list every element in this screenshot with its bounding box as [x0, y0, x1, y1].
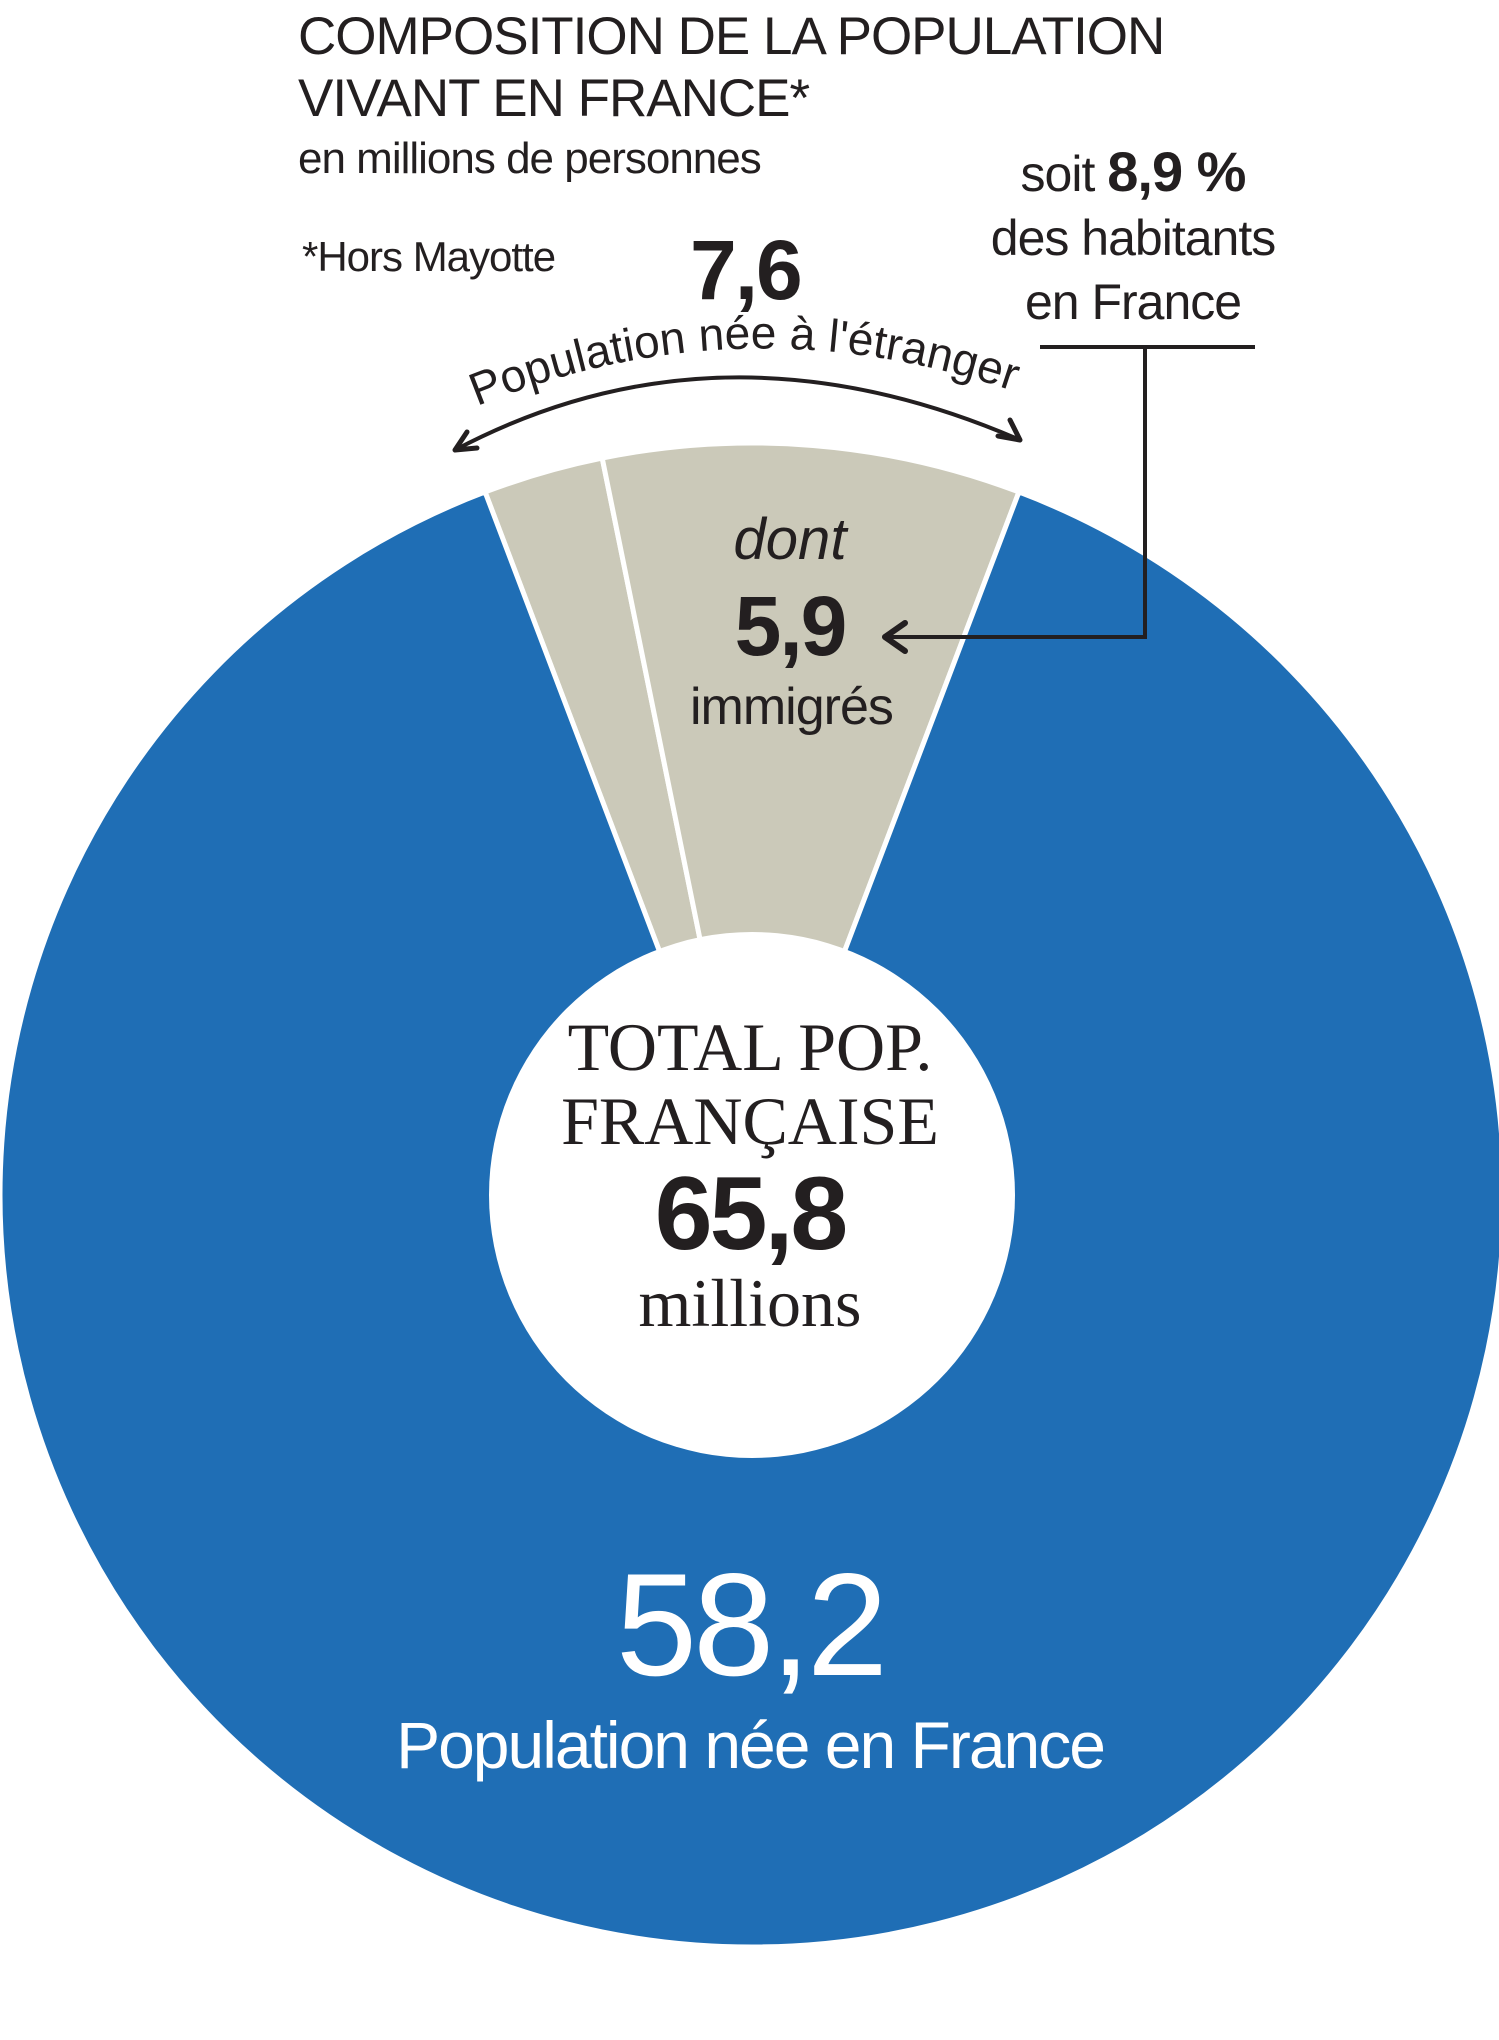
arrowhead-left	[452, 429, 480, 453]
share-annotation: soit 8,9 % des habitants en France	[973, 140, 1293, 334]
born-in-france-block: 58,2 Population née en France	[350, 1545, 1150, 1785]
immigrants-value: 5,9	[734, 579, 848, 673]
share-value: 8,9 %	[1107, 140, 1246, 203]
total-label-line2: FRANÇAISE	[561, 1083, 939, 1159]
total-unit: millions	[638, 1265, 862, 1341]
total-population-block: TOTAL POP. FRANÇAISE 65,8 millions	[550, 1009, 950, 1341]
foreign-born-value: 7,6	[690, 223, 803, 317]
annotation-arrowhead	[882, 620, 908, 654]
immigrants-label: immigrés	[690, 678, 894, 736]
chart-subtitle: en millions de personnes	[298, 134, 762, 183]
foreign-born-label: Population née à l'étranger	[462, 306, 1027, 415]
donut-hole	[489, 932, 1015, 1458]
immigrants-label-block: dont 5,9 immigrés	[690, 505, 894, 737]
total-label-line1: TOTAL POP.	[567, 1009, 933, 1085]
immigrants-prefix: dont	[733, 507, 847, 572]
foreign-born-arrow	[454, 375, 1021, 452]
share-prefix: soit	[1020, 146, 1096, 202]
footnote: *Hors Mayotte	[302, 233, 556, 280]
born-in-france-label: Population née en France	[396, 1708, 1106, 1782]
chart-title: COMPOSITION DE LA POPULATION VIVANT EN F…	[298, 7, 1165, 128]
total-value: 65,8	[654, 1156, 848, 1272]
share-line3: en France	[1024, 274, 1242, 330]
slice-immigrants	[599, 440, 1023, 1204]
annotation-leader-line	[890, 345, 1255, 639]
share-line2: des habitants	[990, 210, 1276, 266]
arrowhead-right	[995, 417, 1023, 443]
born-in-france-value: 58,2	[615, 1543, 888, 1706]
